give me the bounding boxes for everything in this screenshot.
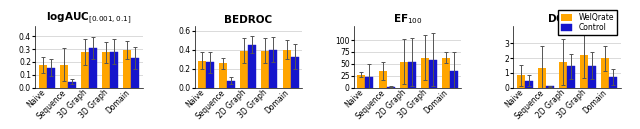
Bar [131, 58, 140, 88]
Bar [601, 58, 609, 88]
Legend: WelQrate, Control: WelQrate, Control [558, 10, 617, 35]
Bar [516, 75, 525, 88]
Bar [378, 71, 387, 88]
Bar [399, 62, 408, 88]
Title: BEDROC: BEDROC [224, 15, 273, 25]
Bar [357, 75, 365, 88]
Bar [39, 65, 47, 88]
Bar [442, 58, 450, 88]
Bar [248, 45, 257, 88]
Bar [269, 50, 278, 88]
Bar [525, 81, 532, 88]
Bar [102, 52, 110, 88]
Bar [538, 68, 546, 88]
Bar [291, 57, 299, 88]
Bar [567, 66, 575, 88]
Bar [81, 52, 89, 88]
Bar [241, 51, 248, 88]
Title: EF$_{100}$: EF$_{100}$ [393, 12, 422, 26]
Bar [124, 50, 131, 88]
Bar [261, 51, 269, 88]
Bar [408, 62, 415, 88]
Bar [282, 50, 291, 88]
Bar [60, 64, 68, 88]
Bar [89, 48, 97, 88]
Title: logAUC$_{[0.001, 0.1]}$: logAUC$_{[0.001, 0.1]}$ [46, 10, 132, 26]
Bar [609, 77, 617, 88]
Bar [220, 63, 227, 88]
Bar [227, 81, 236, 88]
Bar [198, 61, 206, 88]
Bar [546, 86, 554, 88]
Bar [588, 66, 596, 88]
Title: DCG$_{100}$: DCG$_{100}$ [547, 12, 587, 26]
Bar [580, 55, 588, 88]
Bar [206, 62, 214, 88]
Bar [47, 68, 55, 88]
Bar [420, 58, 429, 88]
Bar [387, 87, 395, 88]
Bar [450, 71, 458, 88]
Bar [365, 77, 374, 88]
Bar [559, 62, 567, 88]
Bar [68, 82, 76, 88]
Bar [110, 52, 118, 88]
Bar [429, 60, 436, 88]
